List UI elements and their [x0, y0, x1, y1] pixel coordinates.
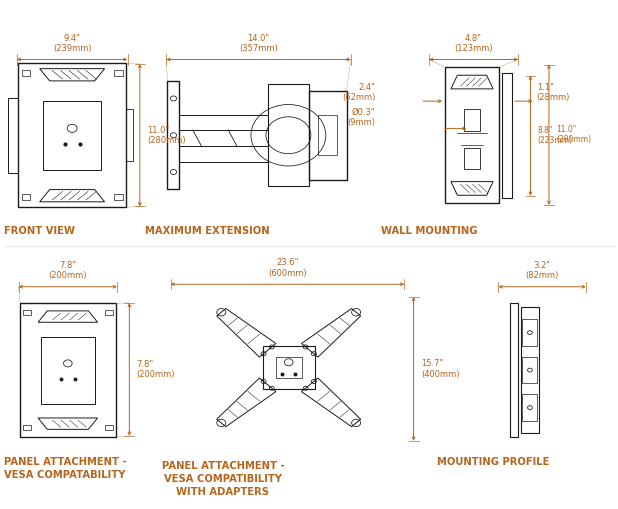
- Bar: [104, 425, 113, 430]
- Bar: [126, 109, 133, 161]
- Bar: [520, 307, 540, 433]
- Bar: [104, 310, 113, 315]
- Text: 7.8"
(200mm): 7.8" (200mm): [49, 261, 87, 280]
- Text: PANEL ATTACHMENT -
VESA COMPATIBILITY
WITH ADAPTERS: PANEL ATTACHMENT - VESA COMPATIBILITY WI…: [161, 461, 284, 497]
- Bar: [522, 357, 538, 383]
- Text: PANEL ATTACHMENT -
VESA COMPATABILITY: PANEL ATTACHMENT - VESA COMPATABILITY: [4, 457, 127, 480]
- Text: 23.6"
(600mm): 23.6" (600mm): [268, 258, 307, 278]
- Bar: [276, 357, 302, 378]
- Bar: [43, 101, 101, 170]
- Text: 15.7"
(400mm): 15.7" (400mm): [421, 359, 459, 379]
- Text: 9.4"
(239mm): 9.4" (239mm): [53, 34, 91, 53]
- Bar: [114, 70, 123, 76]
- Bar: [464, 109, 480, 131]
- Bar: [510, 303, 518, 437]
- Bar: [464, 148, 480, 169]
- Bar: [22, 425, 31, 430]
- Bar: [19, 63, 126, 207]
- Text: 1.1"
(28mm): 1.1" (28mm): [536, 82, 570, 102]
- Bar: [263, 346, 315, 389]
- Bar: [179, 147, 268, 161]
- Bar: [9, 98, 19, 173]
- Bar: [522, 319, 538, 346]
- Bar: [522, 394, 538, 421]
- Bar: [114, 194, 123, 200]
- Text: Ø0.3"
(9mm): Ø0.3" (9mm): [347, 108, 376, 127]
- Bar: [20, 303, 116, 437]
- Bar: [167, 81, 179, 189]
- Bar: [318, 115, 337, 155]
- Text: 2.4"
(62mm): 2.4" (62mm): [342, 82, 376, 102]
- Text: 11.0"
(280mm): 11.0" (280mm): [556, 125, 591, 145]
- Bar: [22, 70, 30, 76]
- Bar: [41, 336, 95, 404]
- Bar: [268, 84, 309, 186]
- Bar: [22, 194, 30, 200]
- Text: 7.8"
(200mm): 7.8" (200mm): [137, 360, 176, 379]
- Text: MAXIMUM EXTENSION: MAXIMUM EXTENSION: [145, 226, 270, 236]
- Bar: [179, 115, 268, 130]
- Text: 11.0"
(280mm): 11.0" (280mm): [147, 126, 186, 145]
- Bar: [445, 67, 499, 204]
- Bar: [22, 310, 31, 315]
- Text: 14.0"
(357mm): 14.0" (357mm): [239, 34, 278, 53]
- Text: 3.2"
(82mm): 3.2" (82mm): [525, 261, 559, 280]
- Bar: [502, 72, 512, 198]
- Text: 4.8"
(123mm): 4.8" (123mm): [454, 34, 493, 53]
- Bar: [309, 91, 347, 180]
- Text: FRONT VIEW: FRONT VIEW: [4, 226, 75, 236]
- Text: WALL MOUNTING: WALL MOUNTING: [381, 226, 477, 236]
- Text: MOUNTING PROFILE: MOUNTING PROFILE: [438, 457, 550, 467]
- Text: 8.8"
(223mm): 8.8" (223mm): [538, 126, 573, 146]
